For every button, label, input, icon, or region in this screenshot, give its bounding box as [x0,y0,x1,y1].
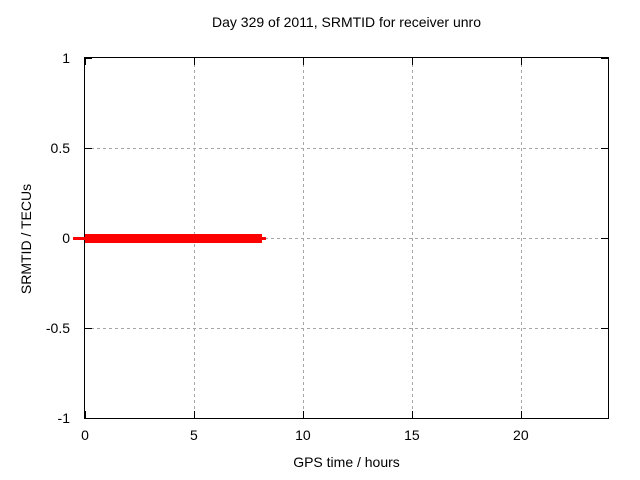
tick-mark-y-left [85,328,92,329]
x-tick-label: 5 [190,427,198,443]
tick-mark-x-bottom [85,411,86,418]
data-line [85,233,262,243]
tick-mark-y-left [85,418,92,419]
tick-mark-y-right [601,148,608,149]
tick-mark-y-right [601,58,608,59]
plot-area [73,57,609,419]
tick-mark-x-top [193,58,195,65]
tick-mark-y-right [601,418,608,419]
y-tick-label: 0 [62,230,70,246]
x-tick-label: 10 [295,427,311,443]
x-tick-label: 20 [513,427,529,443]
chart-title: Day 329 of 2011, SRMTID for receiver unr… [212,14,481,30]
tick-mark-x-bottom [193,411,195,418]
tick-mark-x-bottom [302,411,304,418]
tick-mark-x-top [411,58,413,65]
x-tick-label: 0 [81,427,89,443]
gridline-horizontal [85,238,608,239]
x-axis-label: GPS time / hours [293,454,400,470]
y-tick-label: -0.5 [45,320,70,336]
tick-mark-y-left [85,58,92,59]
tick-mark-x-top [302,58,304,65]
tick-mark-x-top [520,58,522,65]
tick-mark-y-right [601,238,608,239]
tick-mark-x-bottom [411,411,413,418]
tick-mark-x-bottom [520,411,522,418]
y-tick-label: 0.5 [50,140,70,156]
tick-mark-y-left [85,148,92,149]
data-line-artifact [73,236,85,240]
y-tick-label: 1 [62,50,70,66]
data-line-artifact [261,236,266,240]
y-tick-label: -1 [57,410,70,426]
x-tick-label: 15 [404,427,420,443]
gridline-horizontal [85,148,608,149]
tick-mark-y-right [601,328,608,329]
tick-mark-x-top [85,58,86,65]
gridline-horizontal [85,328,608,329]
